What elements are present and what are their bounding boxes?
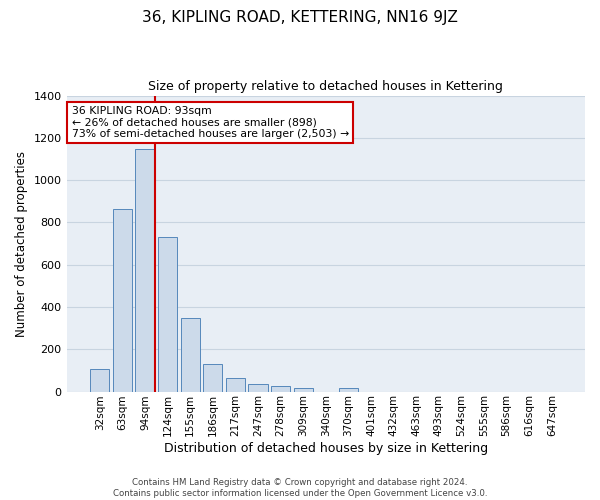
Bar xyxy=(293,388,313,392)
Text: 36, KIPLING ROAD, KETTERING, NN16 9JZ: 36, KIPLING ROAD, KETTERING, NN16 9JZ xyxy=(142,10,458,25)
Y-axis label: Number of detached properties: Number of detached properties xyxy=(15,150,28,336)
Bar xyxy=(271,386,290,392)
Bar xyxy=(90,369,109,392)
Bar xyxy=(203,364,223,392)
Bar xyxy=(136,149,155,392)
X-axis label: Distribution of detached houses by size in Kettering: Distribution of detached houses by size … xyxy=(164,442,488,455)
Text: Contains HM Land Registry data © Crown copyright and database right 2024.
Contai: Contains HM Land Registry data © Crown c… xyxy=(113,478,487,498)
Bar xyxy=(181,318,200,392)
Title: Size of property relative to detached houses in Kettering: Size of property relative to detached ho… xyxy=(148,80,503,93)
Text: 36 KIPLING ROAD: 93sqm
← 26% of detached houses are smaller (898)
73% of semi-de: 36 KIPLING ROAD: 93sqm ← 26% of detached… xyxy=(72,106,349,139)
Bar xyxy=(248,384,268,392)
Bar xyxy=(158,237,177,392)
Bar xyxy=(226,378,245,392)
Bar xyxy=(113,210,132,392)
Bar xyxy=(339,388,358,392)
